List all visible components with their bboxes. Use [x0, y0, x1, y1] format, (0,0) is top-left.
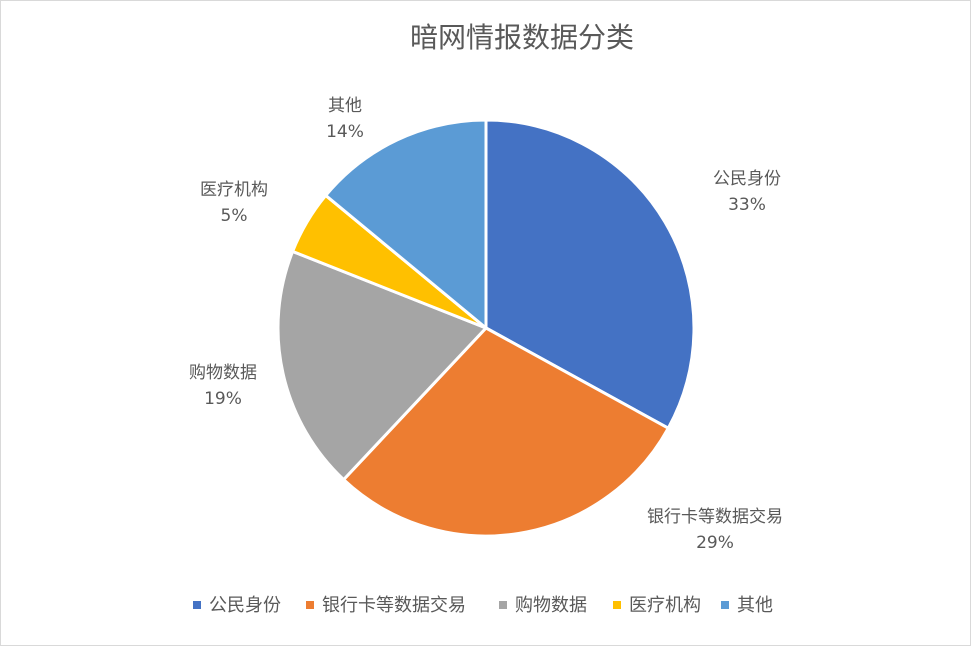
- data-label-percentage: 5%: [221, 206, 248, 226]
- data-label-percentage: 33%: [728, 195, 766, 215]
- legend-item: 购物数据: [499, 595, 587, 616]
- data-label-percentage: 19%: [204, 389, 242, 409]
- legend-swatch: [306, 601, 314, 609]
- legend-label: 医疗机构: [629, 595, 701, 616]
- legend-item: 医疗机构: [613, 595, 701, 616]
- pie-slices: [276, 118, 696, 538]
- data-label-category: 购物数据: [189, 363, 257, 383]
- legend-label: 购物数据: [515, 595, 587, 616]
- pie-slice-2: [342, 326, 670, 538]
- data-label-percentage: 29%: [696, 533, 734, 553]
- legend-label: 公民身份: [209, 595, 281, 616]
- legend-label: 银行卡等数据交易: [322, 595, 466, 616]
- data-label-category: 其他: [328, 96, 362, 116]
- legend-swatch: [499, 601, 507, 609]
- data-label-category: 银行卡等数据交易: [647, 507, 783, 527]
- data-labels: 公民身份 33% 银行卡等数据交易 29% 购物数据 19% 医疗机构 5% 其他 14%: [189, 96, 783, 553]
- legend-item: 银行卡等数据交易: [306, 595, 466, 616]
- data-label-category: 公民身份: [713, 169, 781, 189]
- legend-item: 其他: [721, 595, 773, 616]
- legend-swatch: [613, 601, 621, 609]
- pie-slice-5: [324, 118, 488, 330]
- data-label-percentage: 14%: [326, 122, 364, 142]
- chart-title: 暗网情报数据分类: [410, 21, 634, 54]
- legend-label: 其他: [737, 595, 773, 616]
- legend-item: 公民身份: [193, 595, 281, 616]
- data-label-category: 医疗机构: [200, 180, 268, 200]
- legend-swatch: [721, 601, 729, 609]
- pie-slice-1: [484, 118, 696, 430]
- legend: 公民身份 银行卡等数据交易 购物数据 医疗机构 其他: [193, 595, 773, 616]
- legend-swatch: [193, 601, 201, 609]
